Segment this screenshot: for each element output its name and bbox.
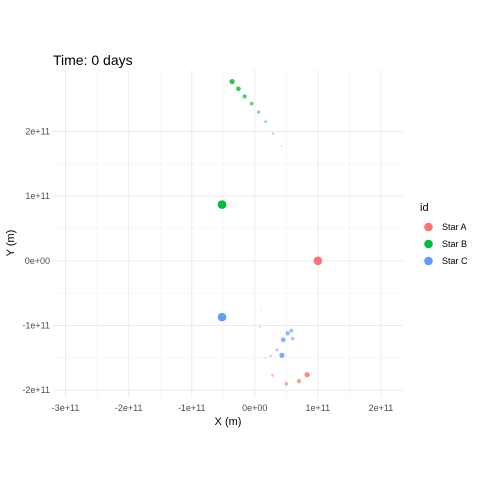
trail-points (229, 79, 310, 386)
y-tick-label: 0e+00 (25, 256, 50, 266)
trail-point (229, 79, 235, 85)
grid (53, 70, 403, 398)
legend-swatch (424, 222, 433, 232)
trail-point (290, 336, 295, 341)
x-tick-label: 0e+00 (242, 403, 267, 413)
legend: id Star A Star B Star C (420, 202, 468, 270)
trail-point (296, 378, 302, 384)
y-tick-label: -2e+11 (22, 385, 50, 395)
x-tick-label: 1e+11 (306, 403, 331, 413)
trail-point (264, 356, 267, 359)
x-axis-label: X (m) (215, 416, 242, 428)
axis-ticks: -3e+11 -2e+11 -1e+11 0e+00 1e+11 2e+11-2e+11-… (22, 126, 393, 413)
trail-point (304, 372, 310, 378)
trail-point (242, 94, 247, 99)
x-tick-label: -1e+11 (178, 403, 206, 413)
trail-point (284, 381, 289, 386)
chart-title: Time: 0 days (53, 52, 133, 68)
legend-title: id (420, 202, 429, 214)
legend-swatch (424, 256, 433, 266)
data-point (313, 256, 323, 266)
y-tick-label: 1e+11 (25, 191, 50, 201)
y-tick-label: -1e+11 (22, 321, 50, 331)
trail-point (285, 331, 290, 336)
trail-point (264, 120, 267, 124)
trail-point (275, 348, 279, 352)
data-point (217, 200, 227, 209)
trail-point (271, 132, 275, 135)
trail-point (289, 328, 294, 333)
trail-point (260, 309, 262, 311)
trail-point (249, 101, 254, 106)
data-point (217, 312, 227, 322)
y-axis-label: Y (m) (5, 230, 17, 257)
trail-point (256, 110, 261, 114)
trail-point (280, 337, 286, 343)
trail-point (236, 86, 241, 92)
x-tick-label: -3e+11 (52, 403, 80, 413)
trail-point (280, 144, 283, 147)
trail-point (279, 352, 285, 358)
legend-label: Star C (442, 256, 468, 266)
y-tick-label: 2e+11 (25, 126, 50, 136)
legend-swatch (424, 239, 433, 249)
trail-point (269, 354, 272, 358)
legend-label: Star A (442, 222, 467, 232)
x-tick-label: 2e+11 (369, 403, 394, 413)
legend-label: Star B (442, 239, 467, 249)
current-points (217, 200, 323, 322)
trail-point (271, 373, 274, 377)
trail-point (258, 325, 261, 328)
x-tick-label: -2e+11 (115, 403, 143, 413)
